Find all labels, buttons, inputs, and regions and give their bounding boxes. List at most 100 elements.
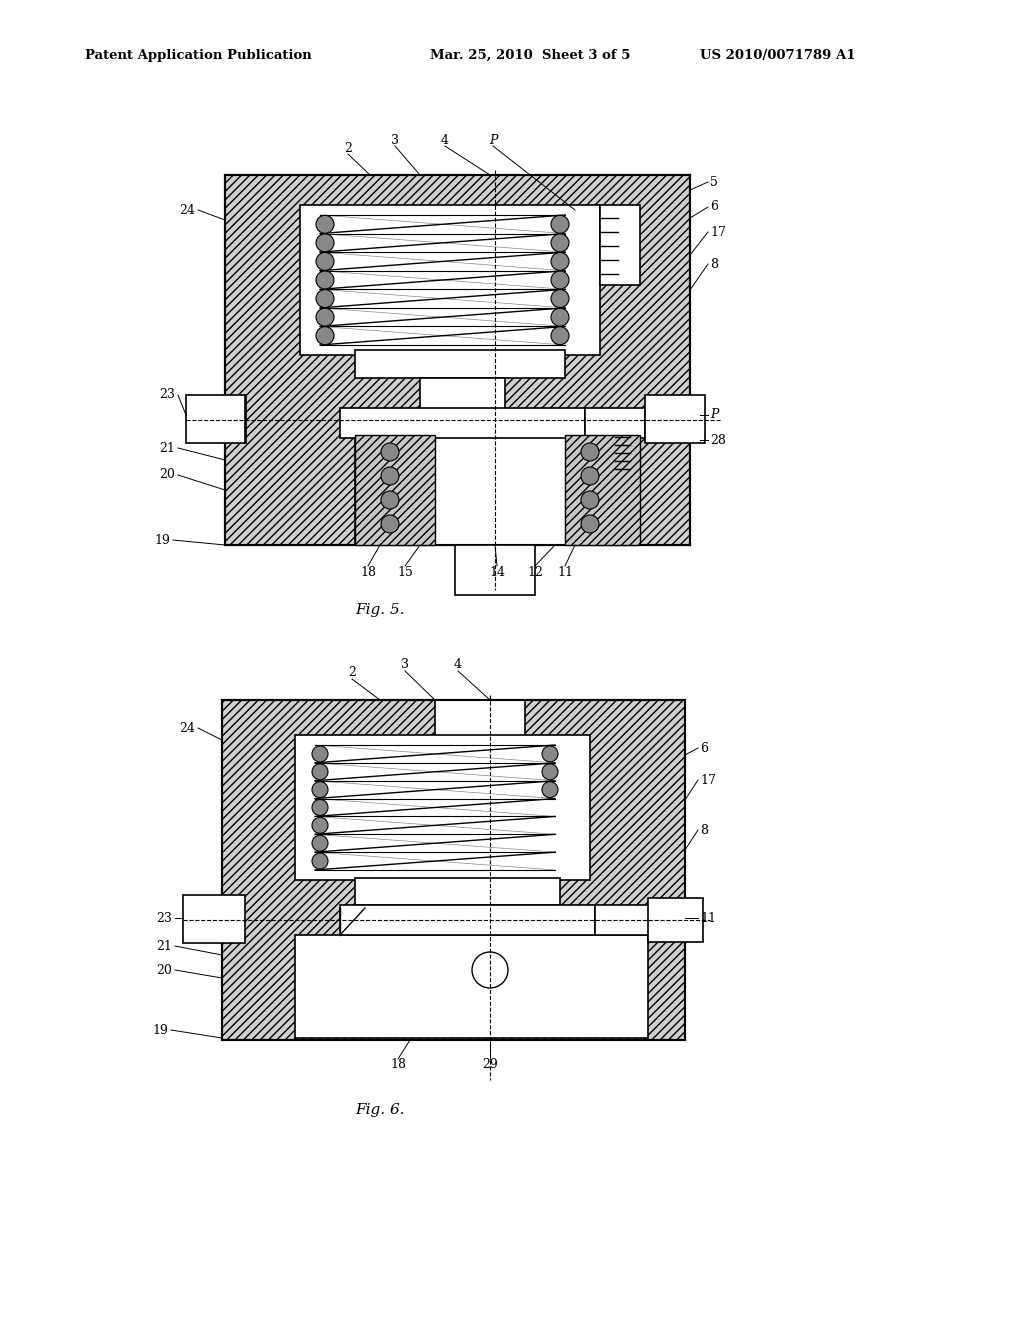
Text: 21: 21 — [156, 940, 172, 953]
Circle shape — [551, 327, 569, 345]
Polygon shape — [315, 817, 555, 834]
Circle shape — [381, 467, 399, 484]
Circle shape — [316, 308, 334, 326]
Text: 24: 24 — [179, 203, 195, 216]
Circle shape — [381, 515, 399, 533]
Bar — [295, 935, 648, 1038]
Text: Patent Application Publication: Patent Application Publication — [85, 49, 311, 62]
Bar — [355, 350, 565, 378]
Polygon shape — [315, 780, 555, 799]
Text: Mar. 25, 2010  Sheet 3 of 5: Mar. 25, 2010 Sheet 3 of 5 — [430, 49, 631, 62]
Text: Fig. 6.: Fig. 6. — [355, 1104, 404, 1117]
Polygon shape — [319, 308, 565, 326]
Text: 18: 18 — [390, 1059, 406, 1072]
Circle shape — [316, 215, 334, 234]
Text: 6: 6 — [710, 201, 718, 214]
Bar — [183, 895, 245, 942]
Bar — [435, 700, 525, 738]
Circle shape — [316, 234, 334, 252]
Bar — [355, 436, 435, 545]
Circle shape — [312, 836, 328, 851]
Circle shape — [312, 817, 328, 833]
Text: 2: 2 — [348, 667, 356, 680]
Circle shape — [312, 764, 328, 780]
Polygon shape — [315, 853, 555, 870]
Text: 18: 18 — [360, 565, 376, 578]
Bar — [340, 906, 595, 935]
Text: 14: 14 — [489, 565, 505, 578]
Bar — [222, 700, 685, 1040]
Text: 29: 29 — [482, 1059, 498, 1072]
Circle shape — [316, 289, 334, 308]
Bar — [455, 545, 535, 595]
Polygon shape — [315, 834, 555, 853]
Text: 3: 3 — [401, 659, 409, 672]
Polygon shape — [315, 763, 555, 780]
Text: 20: 20 — [159, 469, 175, 482]
Text: 8: 8 — [700, 824, 708, 837]
Bar — [355, 878, 560, 906]
Circle shape — [581, 467, 599, 484]
Circle shape — [581, 515, 599, 533]
Text: P: P — [710, 408, 719, 421]
Bar — [645, 395, 705, 444]
Circle shape — [551, 234, 569, 252]
Polygon shape — [319, 234, 565, 252]
Circle shape — [542, 781, 558, 797]
Circle shape — [551, 215, 569, 234]
Text: 5: 5 — [710, 176, 718, 189]
Circle shape — [312, 781, 328, 797]
Text: 21: 21 — [159, 441, 175, 454]
Text: P: P — [488, 133, 498, 147]
Bar — [300, 205, 600, 355]
Bar — [420, 378, 505, 413]
Bar — [225, 176, 690, 545]
Circle shape — [551, 289, 569, 308]
Text: 4: 4 — [441, 133, 449, 147]
Text: 19: 19 — [153, 1023, 168, 1036]
Circle shape — [581, 444, 599, 461]
Text: 20: 20 — [156, 964, 172, 977]
Text: 24: 24 — [179, 722, 195, 734]
Polygon shape — [319, 215, 565, 234]
Text: 28: 28 — [710, 433, 726, 446]
Bar — [595, 906, 650, 935]
Bar — [355, 436, 640, 545]
Polygon shape — [319, 252, 565, 271]
Circle shape — [472, 952, 508, 987]
Polygon shape — [315, 744, 555, 763]
Text: 2: 2 — [344, 141, 352, 154]
Bar — [585, 408, 645, 438]
Circle shape — [551, 271, 569, 289]
Text: 17: 17 — [700, 774, 716, 787]
Bar — [186, 395, 246, 444]
Circle shape — [551, 308, 569, 326]
Circle shape — [312, 746, 328, 762]
Text: 19: 19 — [155, 533, 170, 546]
Bar — [565, 436, 640, 545]
Circle shape — [381, 491, 399, 510]
Bar — [340, 408, 585, 438]
Circle shape — [551, 252, 569, 271]
Bar — [648, 898, 703, 942]
Text: 23: 23 — [156, 912, 172, 924]
Text: 11: 11 — [700, 912, 716, 924]
Circle shape — [316, 252, 334, 271]
Bar — [600, 205, 640, 285]
Circle shape — [542, 764, 558, 780]
Circle shape — [312, 853, 328, 869]
Text: 3: 3 — [391, 133, 399, 147]
Text: 17: 17 — [710, 226, 726, 239]
Polygon shape — [319, 326, 565, 345]
Circle shape — [312, 800, 328, 816]
Text: 23: 23 — [159, 388, 175, 401]
Circle shape — [381, 444, 399, 461]
Text: Fig. 5.: Fig. 5. — [355, 603, 404, 616]
Text: 15: 15 — [397, 565, 413, 578]
Polygon shape — [319, 289, 565, 308]
Circle shape — [581, 491, 599, 510]
Circle shape — [316, 327, 334, 345]
Polygon shape — [319, 271, 565, 289]
Text: US 2010/0071789 A1: US 2010/0071789 A1 — [700, 49, 855, 62]
Text: 11: 11 — [557, 565, 573, 578]
